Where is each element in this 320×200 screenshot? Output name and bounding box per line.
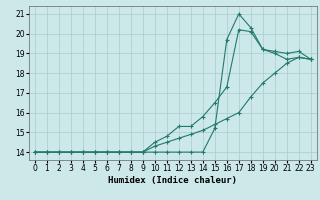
X-axis label: Humidex (Indice chaleur): Humidex (Indice chaleur) (108, 176, 237, 185)
